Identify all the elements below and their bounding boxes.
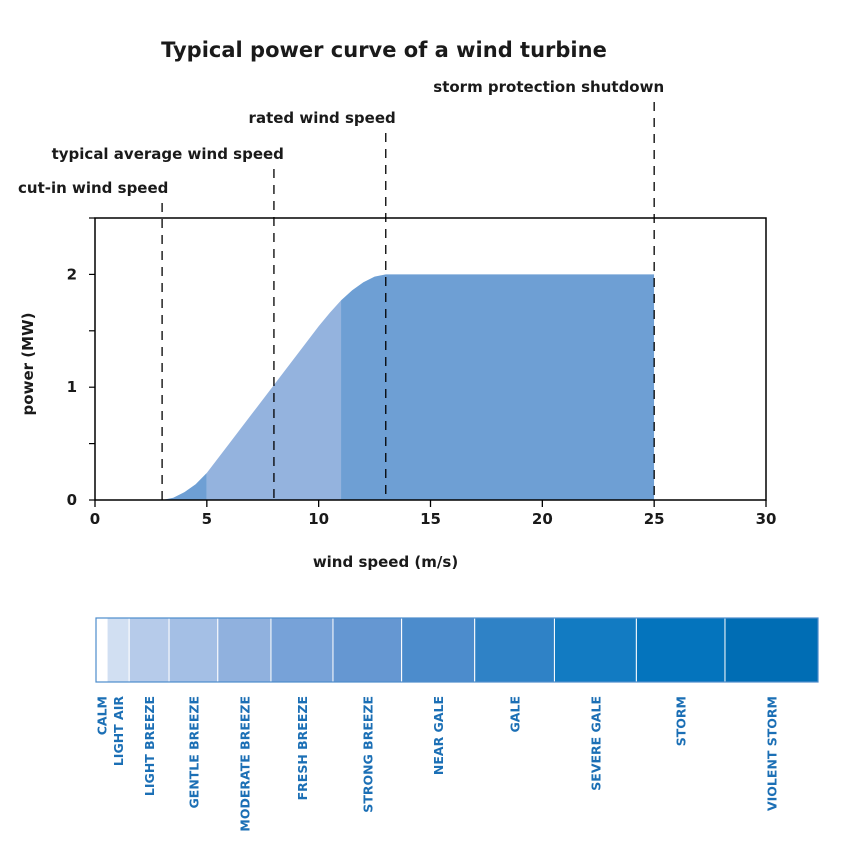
beaufort-label-10: STORM (674, 696, 689, 746)
y-tick-label: 2 (67, 265, 77, 283)
y-axis-label: power (MW) (19, 313, 37, 416)
x-tick-label: 5 (202, 510, 212, 528)
curve-region-0 (162, 274, 207, 500)
beaufort-segment-6 (332, 617, 403, 683)
beaufort-label-5: FRESH BREEZE (295, 696, 310, 800)
beaufort-segment-2 (128, 617, 170, 683)
beaufort-label-1: LIGHT AIR (111, 696, 126, 767)
annotation-label-2: rated wind speed (249, 109, 396, 127)
beaufort-frame (95, 617, 819, 683)
beaufort-segment-0 (95, 617, 108, 683)
beaufort-segment-4 (217, 617, 272, 683)
x-tick-label: 0 (90, 510, 100, 528)
beaufort-label-7: NEAR GALE (431, 696, 446, 775)
x-axis-label: wind speed (m/s) (313, 553, 458, 571)
beaufort-label-0: CALM (95, 696, 110, 735)
beaufort-label-4: MODERATE BREEZE (237, 696, 252, 832)
annotation-label-1: typical average wind speed (52, 145, 284, 163)
beaufort-label-11: VIOLENT STORM (764, 696, 779, 811)
x-tick-label: 25 (644, 510, 665, 528)
x-tick-label: 10 (308, 510, 329, 528)
plot-area: 0 5 10 15 20 25 30 0 1 2 wind speed (m/s) power (MW… (18, 78, 776, 571)
beaufort-segment-11 (724, 617, 819, 683)
beaufort-segment-10 (635, 617, 726, 683)
beaufort-label-3: GENTLE BREEZE (186, 696, 201, 808)
chart-title: Typical power curve of a wind turbine (161, 38, 607, 62)
beaufort-label-8: GALE (508, 696, 523, 732)
beaufort-segment-9 (553, 617, 637, 683)
beaufort-label-9: SEVERE GALE (588, 696, 603, 791)
annotation-label-0: cut-in wind speed (18, 179, 168, 197)
beaufort-segment-5 (270, 617, 334, 683)
beaufort-scale: CALM LIGHT AIR LIGHT BREEZE GENTLE BREEZE MO… (95, 617, 819, 832)
y-tick-label: 0 (67, 491, 77, 509)
beaufort-segment-7 (401, 617, 476, 683)
x-tick-label: 30 (756, 510, 777, 528)
x-tick-label: 15 (420, 510, 441, 528)
curve-region-2 (341, 274, 655, 500)
annotation-label-3: storm protection shutdown (433, 78, 664, 96)
y-tick-label: 1 (67, 378, 77, 396)
x-tick-label: 20 (532, 510, 553, 528)
beaufort-segment-8 (474, 617, 555, 683)
beaufort-label-6: STRONG BREEZE (360, 696, 375, 813)
beaufort-segment-1 (106, 617, 130, 683)
beaufort-label-2: LIGHT BREEZE (142, 696, 157, 796)
beaufort-segment-3 (168, 617, 219, 683)
